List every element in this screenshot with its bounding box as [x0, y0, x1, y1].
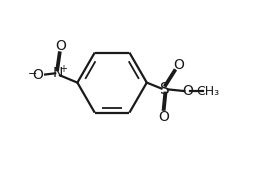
Text: S: S: [160, 82, 170, 97]
Text: O: O: [32, 68, 43, 82]
Text: CH₃: CH₃: [196, 85, 219, 98]
Text: −: −: [28, 69, 37, 79]
Text: O: O: [158, 110, 169, 124]
Text: +: +: [59, 64, 67, 74]
Text: N: N: [53, 66, 63, 80]
Text: O: O: [182, 84, 193, 98]
Text: O: O: [173, 58, 184, 72]
Text: O: O: [55, 39, 66, 53]
